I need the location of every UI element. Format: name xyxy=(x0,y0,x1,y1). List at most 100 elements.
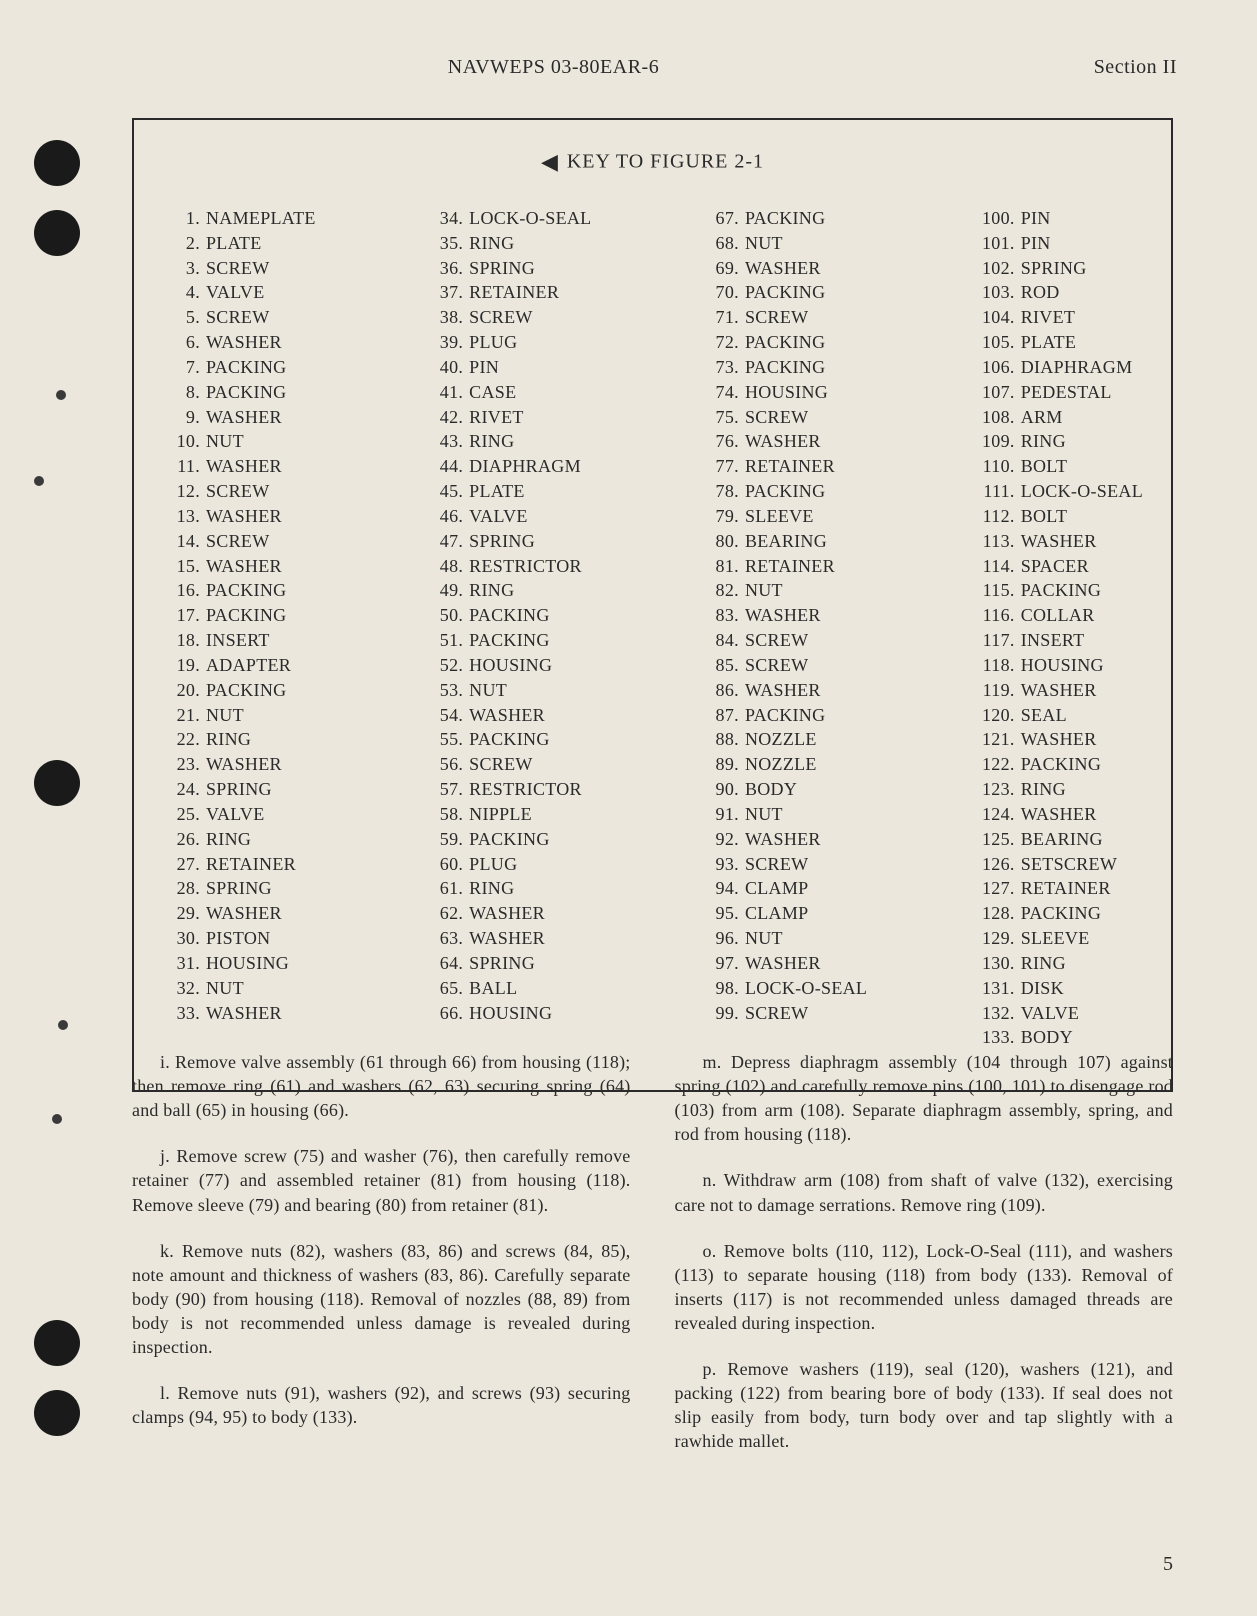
key-item: 15.WASHER xyxy=(162,554,316,579)
key-item: 30.PISTON xyxy=(162,926,316,951)
key-item-number: 86. xyxy=(701,678,739,703)
key-item-label: RETAINER xyxy=(1021,878,1111,898)
key-item-label: WASHER xyxy=(745,431,821,451)
key-item-label: CLAMP xyxy=(745,878,809,898)
key-item: 129.SLEEVE xyxy=(977,926,1143,951)
key-item-label: PIN xyxy=(1021,208,1051,228)
key-item-label: DIAPHRAGM xyxy=(469,456,581,476)
key-item-label: SLEEVE xyxy=(745,506,814,526)
key-item-number: 77. xyxy=(701,454,739,479)
key-item-label: RETAINER xyxy=(469,282,559,302)
key-item: 74.HOUSING xyxy=(701,380,867,405)
key-item-number: 112. xyxy=(977,504,1015,529)
key-item: 60.PLUG xyxy=(425,852,591,877)
key-item: 95.CLAMP xyxy=(701,901,867,926)
key-item: 93.SCREW xyxy=(701,852,867,877)
key-item-label: PLUG xyxy=(469,332,517,352)
paragraph: m. Depress diaphragm assembly (104 throu… xyxy=(675,1050,1174,1146)
key-item-number: 1. xyxy=(162,206,200,231)
key-item-number: 39. xyxy=(425,330,463,355)
key-item: 26.RING xyxy=(162,827,316,852)
key-item-label: WASHER xyxy=(745,258,821,278)
key-item-label: PLATE xyxy=(1021,332,1077,352)
key-item: 85.SCREW xyxy=(701,653,867,678)
paragraph: l. Remove nuts (91), washers (92), and s… xyxy=(132,1381,631,1429)
key-item: 130.RING xyxy=(977,951,1143,976)
key-item-label: WASHER xyxy=(469,705,545,725)
key-item-number: 65. xyxy=(425,976,463,1001)
key-item-number: 116. xyxy=(977,603,1015,628)
key-item: 37.RETAINER xyxy=(425,280,591,305)
key-item: 115.PACKING xyxy=(977,578,1143,603)
key-item: 47.SPRING xyxy=(425,529,591,554)
key-item-number: 34. xyxy=(425,206,463,231)
key-item-number: 22. xyxy=(162,727,200,752)
key-item-label: RIVET xyxy=(1021,307,1076,327)
key-item-label: SPRING xyxy=(469,258,535,278)
paragraph: p. Remove washers (119), seal (120), was… xyxy=(675,1357,1174,1453)
key-item-label: SCREW xyxy=(745,307,809,327)
key-item: 80.BEARING xyxy=(701,529,867,554)
key-item: 117.INSERT xyxy=(977,628,1143,653)
key-item-label: WASHER xyxy=(745,829,821,849)
scan-dot xyxy=(52,1114,62,1124)
key-item-label: BEARING xyxy=(1021,829,1103,849)
page: NAVWEPS 03-80EAR-6 Section II ◀KEY TO FI… xyxy=(0,0,1257,1616)
key-item-label: PACKING xyxy=(206,357,286,377)
key-item-number: 10. xyxy=(162,429,200,454)
key-item-number: 55. xyxy=(425,727,463,752)
key-item-label: NOZZLE xyxy=(745,729,817,749)
key-item: 19.ADAPTER xyxy=(162,653,316,678)
key-item-label: LOCK-O-SEAL xyxy=(745,978,867,998)
key-item-number: 85. xyxy=(701,653,739,678)
key-item-label: PACKING xyxy=(206,680,286,700)
body-column-right: m. Depress diaphragm assembly (104 throu… xyxy=(675,1050,1174,1476)
key-item-label: BOLT xyxy=(1021,506,1068,526)
key-item-label: NUT xyxy=(206,978,244,998)
key-column: 100.PIN101.PIN102.SPRING103.ROD104.RIVET… xyxy=(977,206,1143,1050)
key-item: 131.DISK xyxy=(977,976,1143,1001)
key-item-label: RING xyxy=(469,878,514,898)
key-item-label: ROD xyxy=(1021,282,1060,302)
key-item-label: CASE xyxy=(469,382,516,402)
key-item-label: WASHER xyxy=(206,332,282,352)
key-item-number: 82. xyxy=(701,578,739,603)
key-item-number: 13. xyxy=(162,504,200,529)
key-item-number: 58. xyxy=(425,802,463,827)
key-item: 98.LOCK-O-SEAL xyxy=(701,976,867,1001)
key-item-label: DISK xyxy=(1021,978,1064,998)
key-item-number: 99. xyxy=(701,1001,739,1026)
key-item-label: NUT xyxy=(745,580,783,600)
key-item-label: SPACER xyxy=(1021,556,1089,576)
page-number: 5 xyxy=(1163,1553,1173,1576)
key-item: 124.WASHER xyxy=(977,802,1143,827)
key-item: 1.NAMEPLATE xyxy=(162,206,316,231)
key-item-number: 33. xyxy=(162,1001,200,1026)
key-item-label: SCREW xyxy=(206,307,270,327)
key-item: 49.RING xyxy=(425,578,591,603)
key-item: 116.COLLAR xyxy=(977,603,1143,628)
key-item-label: ARM xyxy=(1021,407,1063,427)
key-item-label: RING xyxy=(469,580,514,600)
key-item: 128.PACKING xyxy=(977,901,1143,926)
key-item: 14.SCREW xyxy=(162,529,316,554)
key-item: 8.PACKING xyxy=(162,380,316,405)
key-item-label: PACKING xyxy=(469,605,549,625)
key-item: 63.WASHER xyxy=(425,926,591,951)
key-item: 78.PACKING xyxy=(701,479,867,504)
key-item-number: 47. xyxy=(425,529,463,554)
key-item-number: 80. xyxy=(701,529,739,554)
key-item: 94.CLAMP xyxy=(701,876,867,901)
key-item-number: 41. xyxy=(425,380,463,405)
key-item-label: DIAPHRAGM xyxy=(1021,357,1133,377)
key-item-number: 28. xyxy=(162,876,200,901)
key-item: 113.WASHER xyxy=(977,529,1143,554)
key-item: 4.VALVE xyxy=(162,280,316,305)
key-item-label: RING xyxy=(1021,953,1066,973)
key-item: 11.WASHER xyxy=(162,454,316,479)
left-arrow-icon: ◀ xyxy=(541,149,559,175)
key-item-number: 61. xyxy=(425,876,463,901)
key-item: 16.PACKING xyxy=(162,578,316,603)
key-item: 73.PACKING xyxy=(701,355,867,380)
key-item-label: HOUSING xyxy=(469,1003,552,1023)
